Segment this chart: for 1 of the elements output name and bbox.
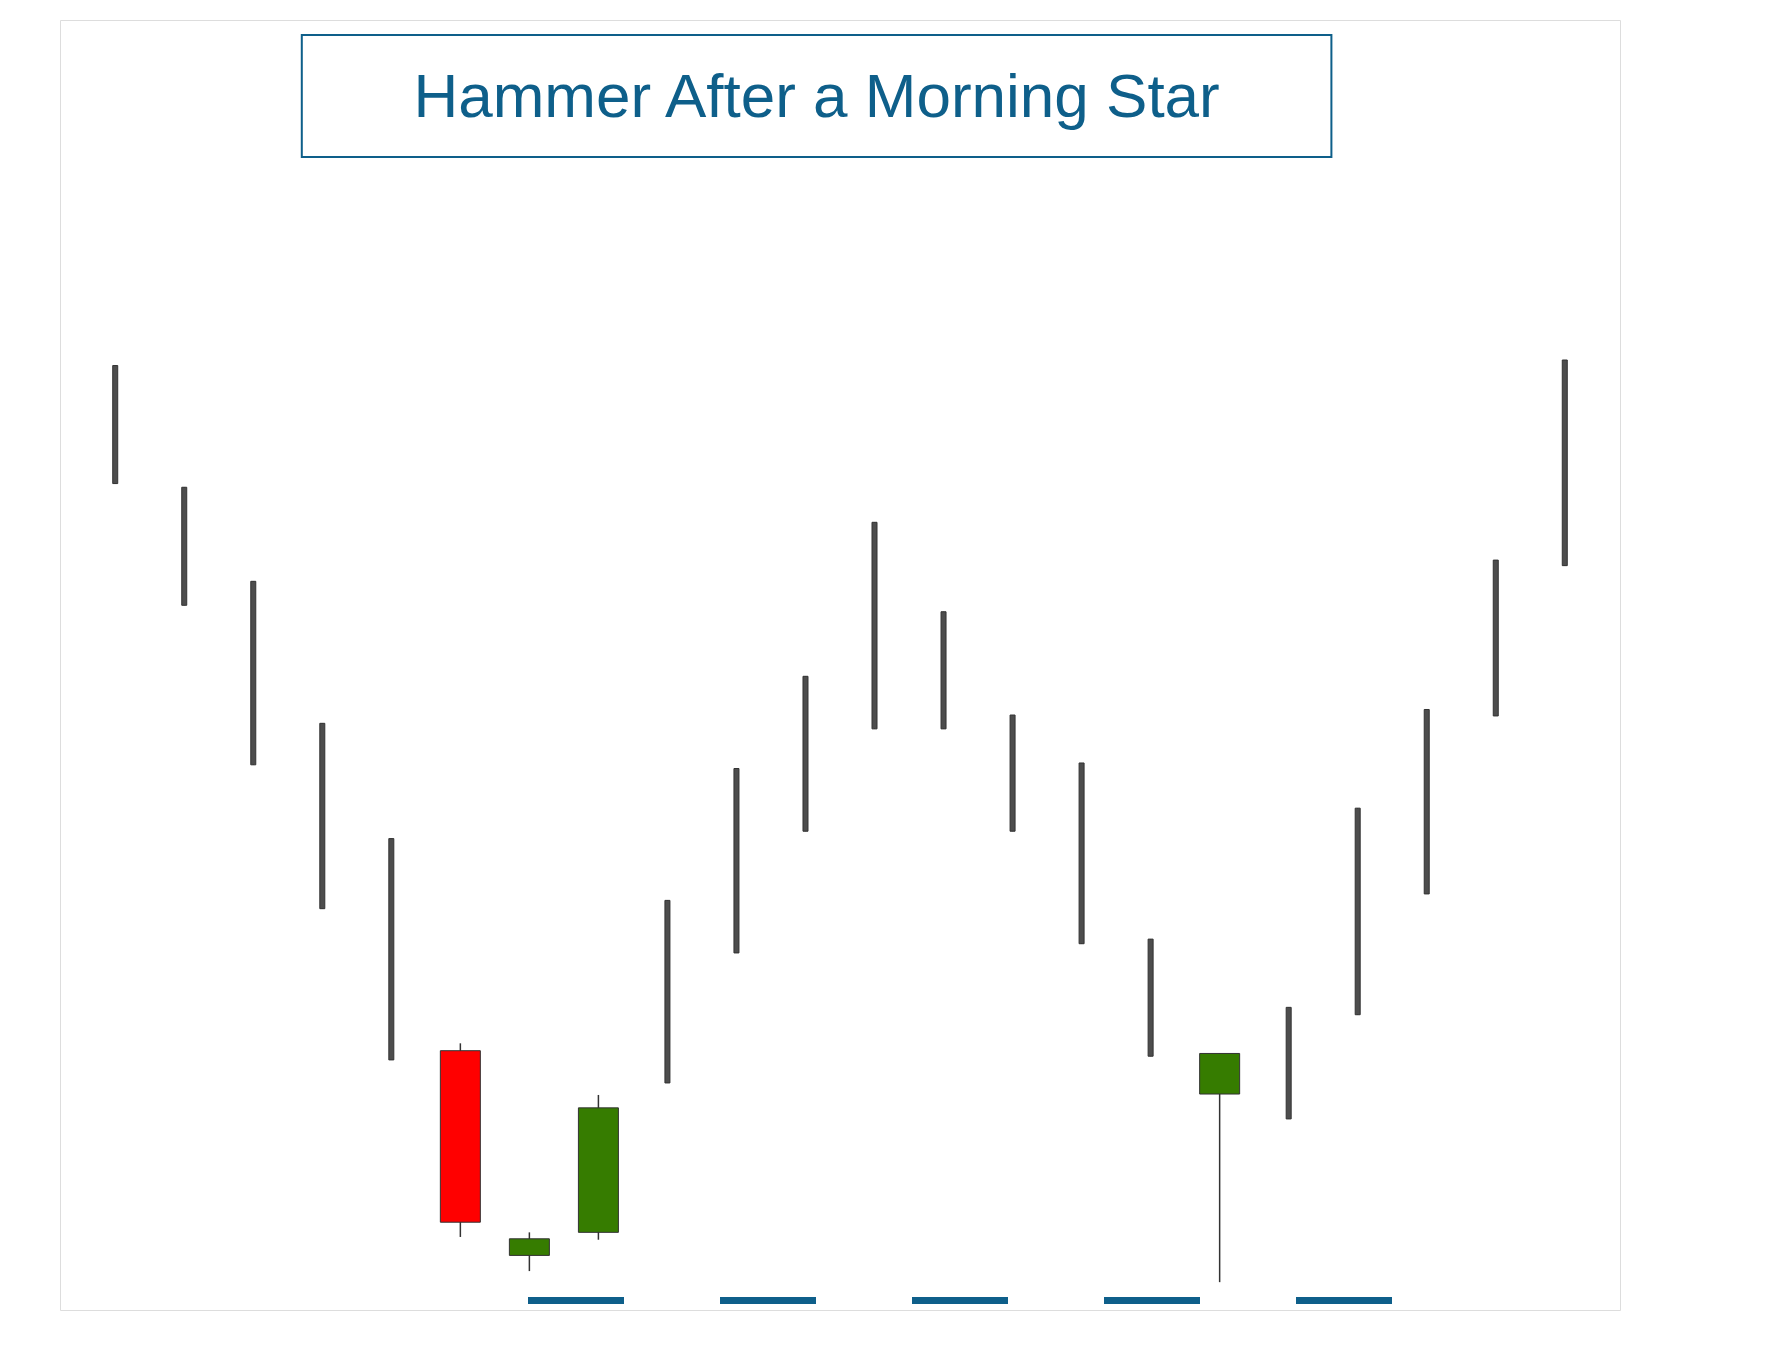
chart-title: Hammer After a Morning Star <box>413 61 1220 130</box>
